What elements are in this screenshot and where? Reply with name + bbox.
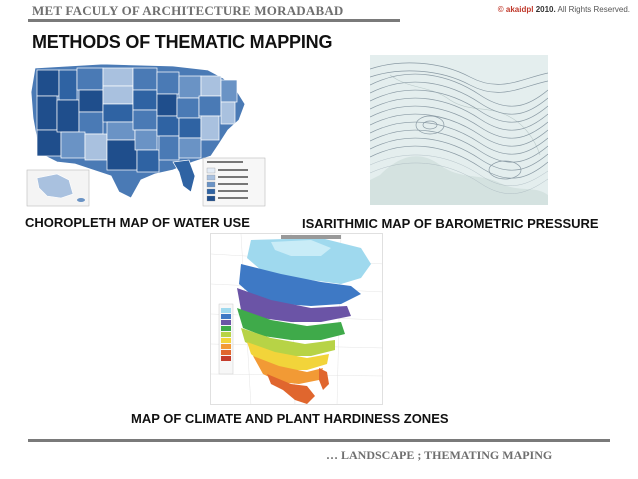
copyright-year: 2010. <box>535 5 556 14</box>
plant-hardiness-zones-map <box>210 233 383 405</box>
header-divider <box>28 19 400 22</box>
copyright-notice: © akaidpl 2010. All Rights Reserved. <box>498 5 630 14</box>
choropleth-water-use-map <box>23 58 268 208</box>
footer-text: … LANDSCAPE ; THEMATING MAPING <box>326 448 553 462</box>
copyright-author: © akaidpl <box>497 5 534 14</box>
slide-title: METHODS OF THEMATIC MAPPING <box>32 32 333 52</box>
header-title: MET FACULY OF ARCHITECTURE MORADABAD <box>32 3 344 18</box>
isarithmic-pressure-map <box>370 55 548 205</box>
caption-isarithmic: ISARITHMIC MAP OF BAROMETRIC PRESSURE <box>302 216 599 231</box>
footer-divider <box>28 439 610 442</box>
copyright-text: All Rights Reserved. <box>557 5 630 14</box>
caption-hardiness: MAP OF CLIMATE AND PLANT HARDINESS ZONES <box>131 411 449 426</box>
caption-choropleth: CHOROPLETH MAP OF WATER USE <box>25 215 250 230</box>
